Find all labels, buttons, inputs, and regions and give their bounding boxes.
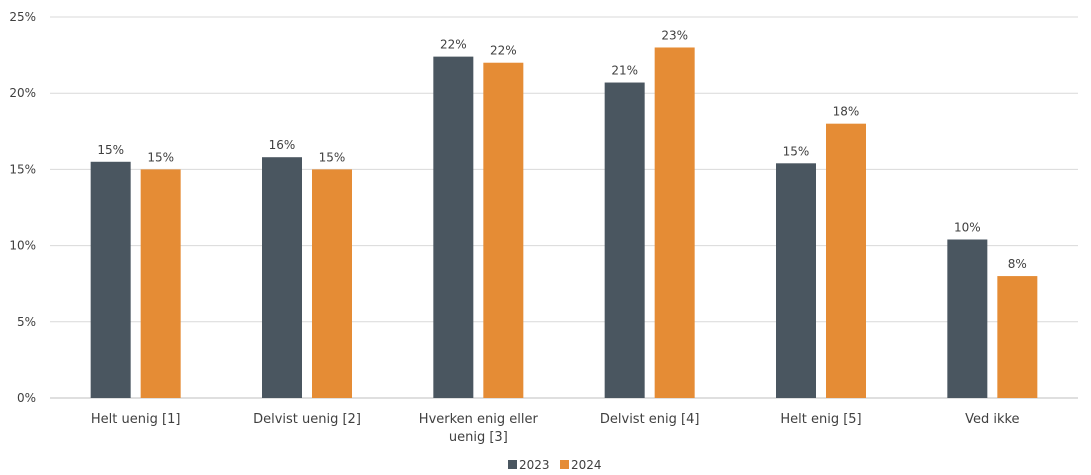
data-labels: 15% 15% 16% 15% 22% 22% 21% 23% 15% 18% 10% 8% <box>97 28 1027 271</box>
bar-2023 <box>776 163 816 398</box>
y-tick-label: 5% <box>17 315 36 329</box>
x-axis: Helt uenig [1] Delvist uenig [2] Hverken e… <box>91 412 1020 445</box>
x-tick-label: Delvist enig [4] <box>600 412 700 427</box>
bar-2023 <box>90 161 131 398</box>
data-label: 10% <box>954 221 981 235</box>
bars <box>90 47 1038 399</box>
legend-swatch <box>560 460 569 469</box>
y-tick-label: 25% <box>9 10 36 24</box>
data-label: 15% <box>319 150 346 164</box>
data-label: 22% <box>490 44 517 58</box>
x-tick-label: uenig [3] <box>449 430 508 445</box>
y-tick-label: 0% <box>17 391 36 405</box>
y-tick-label: 20% <box>9 86 36 100</box>
y-tick-label: 10% <box>9 239 36 253</box>
bar-2024 <box>997 276 1038 398</box>
legend-label: 2024 <box>571 458 602 472</box>
x-tick-label: Helt uenig [1] <box>91 412 181 427</box>
data-label: 15% <box>97 143 124 157</box>
x-tick-label: Delvist uenig [2] <box>253 412 361 427</box>
y-axis: 0% 5% 10% 15% 20% 25% <box>9 10 36 405</box>
data-label: 15% <box>783 144 810 158</box>
x-tick-label: Hverken enig eller <box>419 412 539 427</box>
x-tick-label: Ved ikke <box>965 412 1019 427</box>
legend-label: 2023 <box>519 458 550 472</box>
data-label: 16% <box>269 138 296 152</box>
bar-2024 <box>483 62 524 398</box>
bar-2024 <box>140 169 181 398</box>
bar-2024 <box>312 169 352 398</box>
data-label: 8% <box>1008 257 1027 271</box>
data-label: 23% <box>661 28 688 42</box>
bar-2023 <box>262 157 302 398</box>
gridlines <box>50 16 1078 399</box>
legend-swatch <box>508 460 517 469</box>
bar-2024 <box>826 123 866 399</box>
bar-2023 <box>604 82 645 399</box>
x-tick-label: Helt enig [5] <box>780 412 861 427</box>
data-label: 21% <box>611 64 638 78</box>
data-label: 15% <box>147 150 174 164</box>
bar-2024 <box>654 47 695 398</box>
data-label: 22% <box>440 38 467 52</box>
data-label: 18% <box>833 105 860 119</box>
bar-2023 <box>947 239 988 398</box>
bar-2023 <box>433 56 474 399</box>
y-tick-label: 15% <box>9 162 36 176</box>
legend: 2023 2024 <box>508 458 602 472</box>
